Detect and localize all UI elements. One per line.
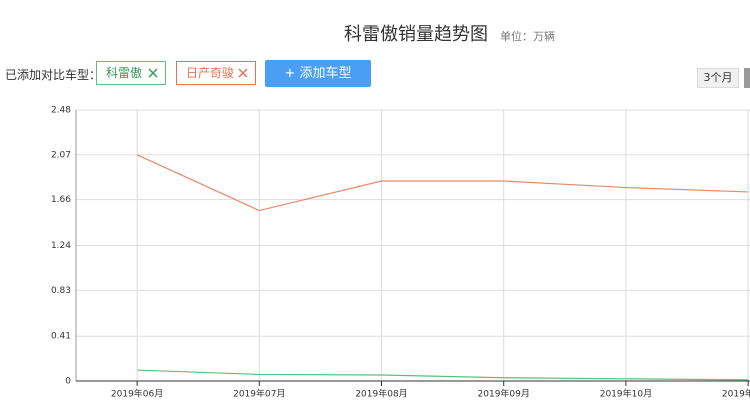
series-line (137, 369, 749, 381)
y-tick-label: 2.48 (51, 106, 71, 116)
legend-label: 日产奇骏 (186, 66, 235, 80)
series-line (136, 154, 749, 212)
y-tick-label: 1.66 (51, 195, 71, 205)
x-tick-label: 2019年11月 (722, 388, 750, 400)
y-tick-label: 1.24 (51, 241, 71, 251)
x-tick-label: 2019年10月 (600, 388, 652, 400)
y-tick-label: 2.07 (51, 150, 71, 160)
legend-label: 科雷傲 (106, 66, 143, 80)
filter-label: 已添加对比车型： (5, 68, 102, 82)
x-tick-label: 2019年06月 (111, 388, 163, 400)
chart-title: 科雷傲销量趋势图 (344, 24, 488, 45)
x-tick-label: 2019年07月 (233, 388, 285, 400)
period-button[interactable]: 3个月 (697, 68, 739, 88)
x-tick-label: 2019年08月 (355, 388, 407, 400)
y-tick-label: 0.41 (51, 332, 71, 342)
legend-tag[interactable]: 日产奇骏 (176, 61, 256, 85)
add-button[interactable]: + 添加车型 (265, 60, 371, 87)
chart: 0 0.41 0.83 1.24 1.66 2.07 2.48 2019年06月 2019年07… (51, 106, 750, 400)
unit-label: 单位：万辆 (500, 30, 555, 43)
remove-icon[interactable] (238, 68, 248, 78)
legend-tag[interactable]: 科雷傲 (96, 61, 166, 85)
x-tick-label: 2019年09月 (478, 388, 530, 400)
y-tick-label: 0.83 (51, 286, 71, 296)
scrollbar (744, 68, 750, 88)
remove-icon[interactable] (148, 68, 158, 78)
y-tick-label: 0 (65, 377, 71, 387)
